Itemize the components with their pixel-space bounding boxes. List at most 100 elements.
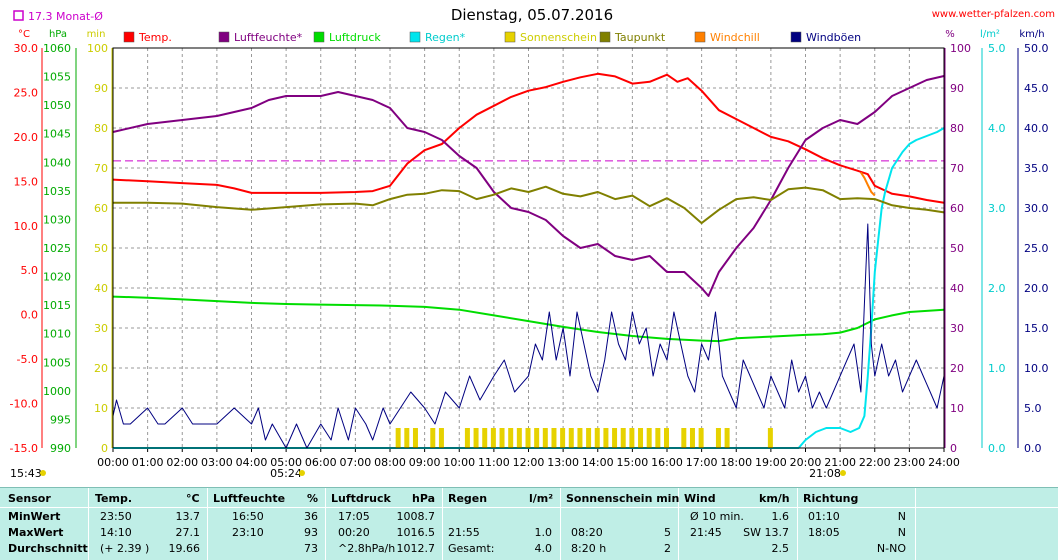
stat-cell-pres-time: 00:20 xyxy=(338,526,370,539)
header-rain: Regen xyxy=(448,492,488,505)
legend-label: Temp. xyxy=(138,31,172,44)
x-tick-label: 20:00 xyxy=(790,456,822,469)
wind-tick-label: 30.0 xyxy=(1024,202,1049,215)
legend-label: Luftdruck xyxy=(329,31,381,44)
sunshine-bar xyxy=(646,428,652,448)
sunshine-bar xyxy=(464,428,470,448)
pressure-tick-label: 1025 xyxy=(43,242,71,255)
temp-axis-unit: °C xyxy=(18,29,30,40)
temp-tick-label: 15.0 xyxy=(14,175,39,188)
sunshine-bar xyxy=(638,428,644,448)
humidity-tick-label: 40 xyxy=(950,282,964,295)
sunshine-bar xyxy=(551,428,557,448)
wind-tick-label: 40.0 xyxy=(1024,122,1049,135)
wind-tick-label: 5.0 xyxy=(1024,402,1042,415)
sunshine-bar xyxy=(482,428,488,448)
sunshine-bar xyxy=(594,428,600,448)
stat-cell-temp-val: 19.66 xyxy=(168,542,201,555)
x-tick-label: 08:00 xyxy=(374,456,406,469)
sunshine-bar xyxy=(508,428,514,448)
stat-cell-rain-time: Gesamt: xyxy=(448,542,495,555)
humidity-tick-label: 0 xyxy=(950,442,957,455)
stat-cell-dir-val: N xyxy=(897,526,906,539)
sunrise-icon xyxy=(299,470,305,476)
header-temp: Temp. xyxy=(95,492,133,505)
temp-tick-label: 25.0 xyxy=(14,86,39,99)
pressure-tick-label: 1050 xyxy=(43,99,71,112)
series-layer xyxy=(112,72,945,449)
x-tick-label: 17:00 xyxy=(686,456,718,469)
x-tick-label: 03:00 xyxy=(201,456,233,469)
stat-cell-pres-time: ^2.8hPa/h xyxy=(338,542,396,555)
x-tick-label: 19:00 xyxy=(755,456,787,469)
sunshine-bar xyxy=(681,428,687,448)
plot-frame xyxy=(112,47,945,449)
stat-cell-wind-time: 21:45 xyxy=(690,526,722,539)
header-pressure-unit: hPa xyxy=(412,492,436,505)
pressure-tick-label: 1000 xyxy=(43,385,71,398)
stat-cell-rain-val: 4.0 xyxy=(534,542,553,555)
stat-cell-pres-val: 1016.5 xyxy=(396,526,436,539)
wind-axis-unit: km/h xyxy=(1019,29,1044,40)
stat-cell-temp-time: (+ 2.39 ) xyxy=(100,542,150,555)
x-tick-label: 10:00 xyxy=(443,456,475,469)
sunset-label: 21:08 xyxy=(809,467,841,480)
sunshine-bar xyxy=(629,428,635,448)
x-tick-label: 01:00 xyxy=(132,456,164,469)
wind-tick-label: 50.0 xyxy=(1024,42,1049,55)
humidity-tick-label: 100 xyxy=(950,42,971,55)
sun-tick-label: 30 xyxy=(94,322,108,335)
sunshine-bar xyxy=(499,428,505,448)
humidity-tick-label: 30 xyxy=(950,322,964,335)
x-tick-label: 04:00 xyxy=(236,456,268,469)
stat-cell-label: MinWert xyxy=(8,510,61,523)
pressure-tick-label: 1010 xyxy=(43,328,71,341)
monthly-avg-marker-icon xyxy=(13,10,24,21)
sunshine-bar xyxy=(724,428,730,448)
humidity-tick-label: 20 xyxy=(950,362,964,375)
rain-axis-unit: l/m² xyxy=(980,29,1000,40)
x-tick-label: 06:00 xyxy=(305,456,337,469)
x-tick-label: 23:00 xyxy=(894,456,926,469)
stat-cell-rain-val: 1.0 xyxy=(534,526,553,539)
wind-tick-label: 45.0 xyxy=(1024,82,1049,95)
legend-label: Windchill xyxy=(710,31,760,44)
sun-tick-label: 0 xyxy=(101,442,108,455)
sun-tick-label: 80 xyxy=(94,122,108,135)
x-tick-label: 11:00 xyxy=(478,456,510,469)
pressure-tick-label: 990 xyxy=(50,442,71,455)
stat-cell-dir-time: 01:10 xyxy=(808,510,840,523)
stat-cell-hum-time: 23:10 xyxy=(232,526,264,539)
stat-cell-pres-time: 17:05 xyxy=(338,510,370,523)
temp-tick-label: 5.0 xyxy=(21,264,39,277)
sunshine-bar xyxy=(577,428,583,448)
header-rain-unit: l/m² xyxy=(529,492,554,505)
axis-ticks: 30.0 25.0 20.0 15.0 10.0 5.0 0.0 -5.0 -10.0 -15.0… xyxy=(10,42,1049,469)
pressure-tick-label: 1020 xyxy=(43,271,71,284)
x-tick-label: 13:00 xyxy=(547,456,579,469)
legend-swatch xyxy=(313,31,325,43)
legend-swatch xyxy=(694,31,706,43)
sunshine-bar xyxy=(655,428,661,448)
pressure-tick-label: 1060 xyxy=(43,42,71,55)
wind-tick-label: 10.0 xyxy=(1024,362,1049,375)
sunshine-bar xyxy=(395,428,401,448)
stat-cell-sun-time: 8:20 h xyxy=(571,542,607,555)
legend-swatch xyxy=(599,31,611,43)
sunshine-bar xyxy=(560,428,566,448)
header-sun: Sonnenschein min xyxy=(566,492,680,505)
stat-cell-temp-val: 27.1 xyxy=(175,526,201,539)
stat-cell-sun-val: 2 xyxy=(664,542,671,555)
temp-tick-label: -15.0 xyxy=(10,442,38,455)
sunshine-bar xyxy=(438,428,444,448)
header-humidity: Luftfeuchte xyxy=(213,492,286,505)
header-wind: Wind xyxy=(684,492,716,505)
wind-tick-label: 20.0 xyxy=(1024,282,1049,295)
legend-swatch xyxy=(409,31,421,43)
sunshine-bar xyxy=(603,428,609,448)
stat-cell-hum-time: 16:50 xyxy=(232,510,264,523)
rain-tick-label: 3.0 xyxy=(988,202,1006,215)
header-temp-unit: °C xyxy=(186,492,200,505)
pressure-tick-label: 1055 xyxy=(43,71,71,84)
x-tick-label: 02:00 xyxy=(166,456,198,469)
